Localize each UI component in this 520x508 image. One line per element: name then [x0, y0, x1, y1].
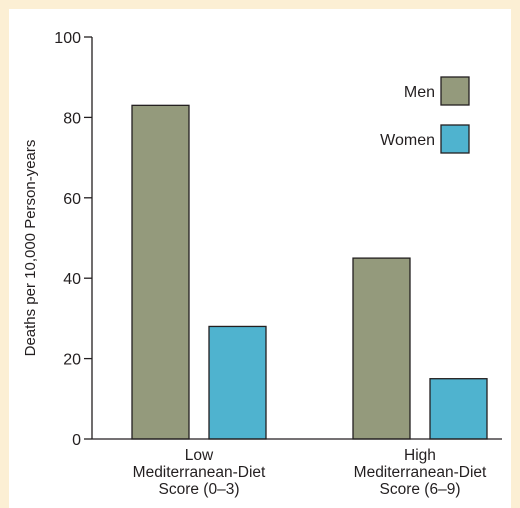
x-category-label-line: Low [185, 447, 214, 464]
bars [131, 104, 488, 440]
x-category-label-line: Mediterranean-Diet [133, 464, 266, 481]
bar-men-1 [131, 104, 190, 440]
x-category-label-line: Score (0–3) [159, 481, 240, 498]
y-axis: 0 20 40 60 80 100 [54, 30, 93, 449]
x-category-label-2: High Mediterranean-Diet Score (6–9) [354, 447, 487, 498]
x-category-label-line: High [404, 447, 436, 464]
x-category-label-1: Low Mediterranean-Diet Score (0–3) [133, 447, 266, 498]
x-category-label-line: Score (6–9) [380, 481, 461, 498]
x-axis: Low Mediterranean-Diet Score (0–3)High Medi… [92, 438, 502, 498]
y-tick-label-0: 0 [72, 432, 81, 449]
legend-label-women: Women [380, 132, 435, 149]
y-tick-label-80: 80 [63, 110, 81, 127]
x-category-label-line: Mediterranean-Diet [354, 464, 487, 481]
y-tick-label-60: 60 [63, 191, 81, 208]
y-tick-label-40: 40 [63, 271, 81, 288]
bar-women-2 [429, 378, 488, 440]
bar-women-1 [208, 325, 267, 440]
legend-swatch-women [440, 124, 470, 154]
y-tick-label-100: 100 [54, 30, 81, 47]
figure-frame: 0 20 40 60 80 100 Low Mediterranean-Diet Score … [9, 9, 511, 508]
y-tick-label-20: 20 [63, 352, 81, 369]
legend: Men Women [380, 76, 470, 154]
legend-swatch-men [440, 76, 470, 106]
legend-label-men: Men [404, 84, 435, 101]
bar-men-2 [352, 257, 411, 440]
y-axis-title: Deaths per 10,000 Person-years [22, 140, 39, 357]
